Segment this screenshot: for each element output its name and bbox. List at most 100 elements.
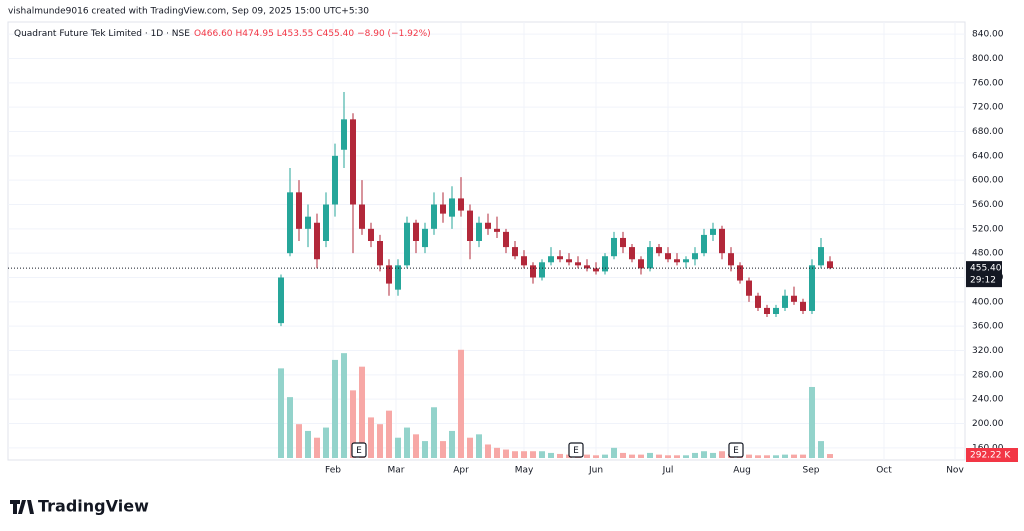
y-tick-label: 400.00 [972, 297, 1004, 307]
candle-body [656, 247, 662, 254]
candle-body [350, 119, 356, 205]
y-tick-label: 320.00 [972, 346, 1004, 356]
event-label: E [573, 446, 579, 456]
candle-body [494, 228, 500, 232]
volume-bar [431, 407, 437, 458]
volume-bar [521, 451, 527, 458]
volume-bar [809, 386, 815, 458]
event-label: E [356, 446, 362, 456]
volume-bar [305, 430, 311, 458]
candle-body [692, 253, 698, 260]
volume-bar [755, 455, 761, 458]
candle-body [566, 259, 572, 263]
candle-body [386, 265, 392, 284]
candle-body [368, 228, 374, 241]
y-tick-label: 840.00 [972, 30, 1004, 40]
volume-bar [404, 427, 410, 458]
y-tick-label: 240.00 [972, 395, 1004, 405]
volume-bar [413, 434, 419, 458]
candle-body [557, 256, 563, 260]
candle-body [431, 204, 437, 229]
countdown: 29:12 [970, 276, 996, 286]
volume-bar [350, 390, 356, 458]
volume-bar [710, 452, 716, 458]
volume-bar [701, 451, 707, 458]
ohlc-value: C455.40 [316, 29, 354, 39]
volume-label-box [966, 448, 1018, 462]
volume-bar [782, 454, 788, 458]
volume-bar [827, 454, 833, 458]
candle-body [404, 222, 410, 266]
volume-bar [800, 454, 806, 458]
y-tick-label: 480.00 [972, 249, 1004, 259]
volume-bar [818, 441, 824, 458]
candle-body [728, 253, 734, 266]
volume-bar [773, 455, 779, 458]
y-tick-label: 640.00 [972, 151, 1004, 161]
y-tick-label: 600.00 [972, 176, 1004, 186]
volume-bar [602, 454, 608, 458]
logo: TradingView [10, 497, 149, 516]
candle-body [809, 265, 815, 311]
x-tick-label: Nov [946, 466, 964, 476]
volume-bar [539, 451, 545, 458]
volume-bar [674, 455, 680, 458]
last-price-label: 455.40 [970, 264, 1002, 274]
volume-bar [440, 441, 446, 458]
volume-bar [386, 410, 392, 458]
volume-bar [683, 455, 689, 458]
candle-body [440, 204, 446, 214]
candle-body [278, 277, 284, 324]
pane-border [7, 21, 966, 461]
volume-bar [746, 454, 752, 458]
volume-bar [512, 451, 518, 458]
volume-bar [647, 452, 653, 458]
volume-bar [476, 434, 482, 458]
candle-body [341, 119, 347, 150]
candle-body [413, 222, 419, 241]
candle-body [602, 256, 608, 272]
candle-body [701, 234, 707, 254]
event-marker [351, 442, 367, 458]
volume-bar [638, 454, 644, 458]
candle-body [683, 259, 689, 263]
candle-body [314, 222, 320, 260]
candle-body [764, 307, 770, 314]
volume-bar [314, 437, 320, 458]
volume-bar [278, 368, 284, 458]
volume-bar [593, 455, 599, 458]
candle-body [548, 256, 554, 263]
volume-bar [503, 449, 509, 458]
volume-bar [620, 452, 626, 458]
candle-body [755, 295, 761, 308]
candle-body [305, 216, 311, 229]
x-tick-label: May [515, 466, 534, 476]
volume-bar [323, 427, 329, 458]
volume-bar [377, 424, 383, 458]
x-tick-label: Feb [325, 466, 341, 476]
candle-body [818, 247, 824, 266]
event-label: E [733, 446, 739, 456]
candle-body [584, 265, 590, 269]
volume-bar [494, 447, 500, 458]
ohlc-value: L453.55 [277, 29, 314, 39]
candle-body [719, 228, 725, 254]
candle-body [521, 256, 527, 266]
x-tick-label: Mar [388, 466, 405, 476]
y-tick-label: 520.00 [972, 224, 1004, 234]
ohlc-value: −8.90 (−1.92%) [357, 29, 431, 39]
volume-bar [656, 454, 662, 458]
volume-bar [359, 366, 365, 458]
volume-bar [449, 430, 455, 458]
volume-label: 292.22 K [970, 451, 1011, 461]
y-tick-label: 360.00 [972, 322, 1004, 332]
volume-bar [692, 452, 698, 458]
ohlc-value: O466.60 [194, 29, 233, 39]
candle-body [638, 259, 644, 269]
candle-body [296, 192, 302, 229]
candle-body [611, 237, 617, 257]
volume-bar [665, 455, 671, 458]
x-tick-label: Jul [662, 466, 674, 476]
event-marker [568, 442, 584, 458]
